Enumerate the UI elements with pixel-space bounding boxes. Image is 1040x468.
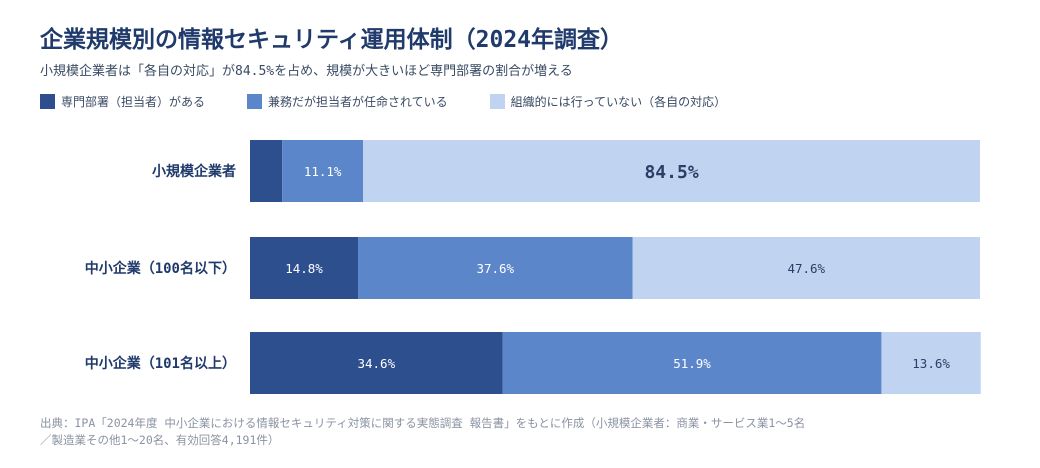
legend-label-concurrent: 兼務だが担当者が任命されている [268,94,448,109]
source-line-1: 出典：IPA「2024年度 中小企業における情報セキュリティ対策に関する実態調査… [40,416,806,430]
data-label: 84.5% [644,162,698,183]
category-label: 中小企業（101名以上） [85,355,236,372]
legend-label-dedicated: 専門部署（担当者）がある [61,94,206,109]
bar-segment-concurrent [358,237,633,299]
bar-segment-concurrent [502,332,882,394]
bar-segment-concurrent [282,140,364,202]
data-label: 47.6% [787,261,825,276]
legend-item-dedicated: 専門部署（担当者）がある [40,93,205,110]
data-label: 34.6% [357,356,395,371]
legend-item-none: 組織的には行っていない（各自の対応） [489,93,727,110]
legend-item-concurrent: 兼務だが担当者が任命されている [247,93,448,110]
bar-segment-dedicated [250,332,503,394]
legend-label-none: 組織的には行っていない（各自の対応） [510,94,727,109]
bar-segment-none [363,140,980,202]
source-line-2: ／製造業その他1〜20名、有効回答4,191件） [40,433,280,447]
source-note: 出典：IPA「2024年度 中小企業における情報セキュリティ対策に関する実態調査… [40,415,1000,449]
bar-segment-dedicated [250,140,283,202]
legend-swatch-none [489,93,505,109]
data-label: 11.1% [304,164,342,179]
legend-swatch-concurrent [247,93,263,109]
category-label: 中小企業（100名以下） [85,260,236,277]
legend-swatch-dedicated [40,93,55,109]
bar-segment-none [632,237,980,299]
chart-title: 企業規模別の情報セキュリティ運用体制（2024年調査） [40,27,624,53]
bar-segment-dedicated [250,237,359,299]
data-label: 51.9% [673,356,711,371]
bar-segment-none [881,332,981,394]
chart-subtitle: 小規模企業者は「各自の対応」が84.5%を占め、規模が大きいほど専門部署の割合が… [40,64,573,79]
category-label: 小規模企業者 [152,163,236,180]
data-label: 14.8% [285,261,323,276]
data-label: 37.6% [476,261,514,276]
legend: 専門部署（担当者）がある 兼務だが担当者が任命されている 組織的には行っていない… [40,93,768,109]
data-label: 13.6% [912,356,950,371]
